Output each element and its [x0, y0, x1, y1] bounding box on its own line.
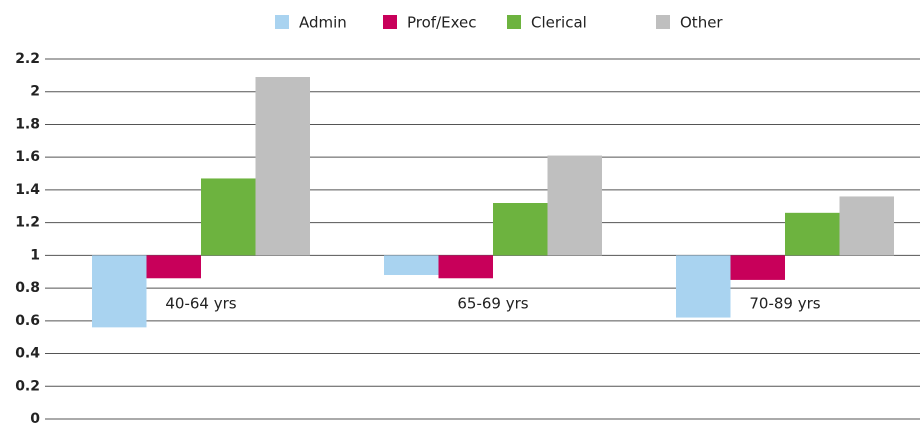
- bar: [438, 255, 493, 279]
- bar: [493, 203, 548, 256]
- y-tick-label: 0: [30, 411, 40, 425]
- x-tick-label: 40-64 yrs: [165, 295, 236, 313]
- bar: [839, 196, 894, 256]
- legend-swatch: [507, 15, 521, 29]
- y-tick-label: 0.8: [15, 280, 40, 296]
- y-tick-label: 1.8: [15, 116, 40, 132]
- y-tick-label: 0.2: [15, 378, 40, 394]
- bar: [547, 155, 602, 256]
- legend-label: Clerical: [531, 14, 587, 32]
- bar: [255, 77, 310, 256]
- x-tick-label: 70-89 yrs: [749, 295, 820, 313]
- y-tick-label: 1.4: [15, 182, 40, 198]
- y-tick-label: 2.2: [15, 51, 40, 67]
- bar: [384, 255, 439, 275]
- bar: [201, 178, 256, 256]
- y-tick-label: 0.6: [15, 313, 40, 329]
- x-tick-label: 65-69 yrs: [457, 295, 528, 313]
- y-tick-label: 0.4: [15, 346, 40, 362]
- bar: [92, 255, 147, 328]
- legend-label: Prof/Exec: [407, 14, 477, 32]
- bar: [730, 255, 785, 280]
- y-tick-label: 2: [30, 84, 40, 100]
- legend-swatch: [656, 15, 670, 29]
- y-tick-label: 1.2: [15, 215, 40, 231]
- bar: [146, 255, 201, 279]
- y-tick-label: 1.6: [15, 149, 40, 165]
- bar: [785, 212, 840, 256]
- bar: [676, 255, 731, 318]
- legend-label: Admin: [299, 14, 347, 32]
- legend-swatch: [275, 15, 289, 29]
- y-tick-label: 1: [30, 247, 40, 263]
- legend-swatch: [383, 15, 397, 29]
- legend-label: Other: [680, 14, 723, 32]
